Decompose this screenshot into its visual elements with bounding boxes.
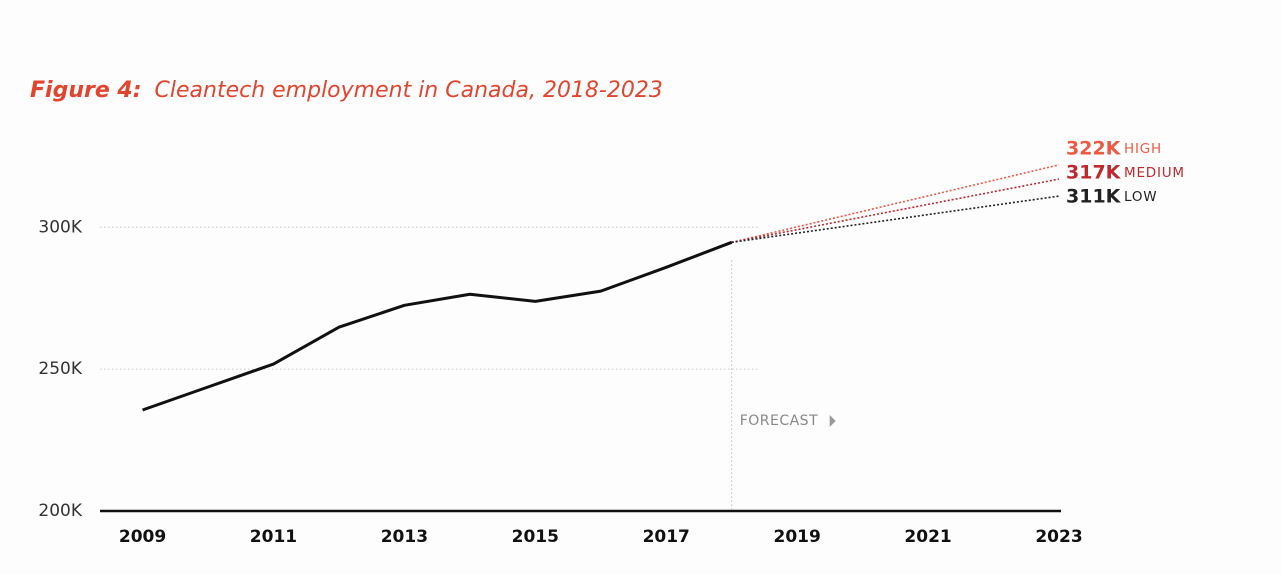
y-tick-label: 300K: [38, 217, 82, 237]
series-line: [731, 195, 1060, 244]
value-label: 311K: [1066, 186, 1122, 208]
legend-label: HIGH: [1124, 141, 1162, 157]
legend-label: MEDIUM: [1124, 165, 1185, 181]
value-label: 317K: [1066, 162, 1122, 184]
y-tick-label: 200K: [38, 501, 82, 521]
x-tick-label: 2013: [381, 527, 428, 547]
series-line: [731, 164, 1060, 244]
chart-title-group: Figure 4: Cleantech employment in Canada…: [30, 78, 663, 103]
x-tick-label: 2015: [512, 527, 559, 547]
forecast-label: FORECAST: [740, 413, 818, 429]
forecast-arrow: [829, 415, 836, 427]
chart-title: Cleantech employment in Canada, 2018-202…: [155, 78, 663, 103]
x-tick-label: 2011: [250, 527, 297, 547]
x-tick-label: 2009: [119, 527, 166, 547]
x-tick-label: 2023: [1035, 527, 1082, 547]
x-tick-label: 2017: [643, 527, 690, 547]
y-tick-label: 250K: [38, 359, 82, 379]
x-tick-label: 2021: [904, 527, 951, 547]
series-line: [731, 178, 1060, 244]
value-label: 322K: [1066, 138, 1122, 160]
series-line: [142, 240, 733, 412]
legend-label: LOW: [1124, 189, 1157, 205]
x-tick-label: 2019: [773, 527, 820, 547]
figure-label: Figure 4:: [30, 78, 142, 103]
